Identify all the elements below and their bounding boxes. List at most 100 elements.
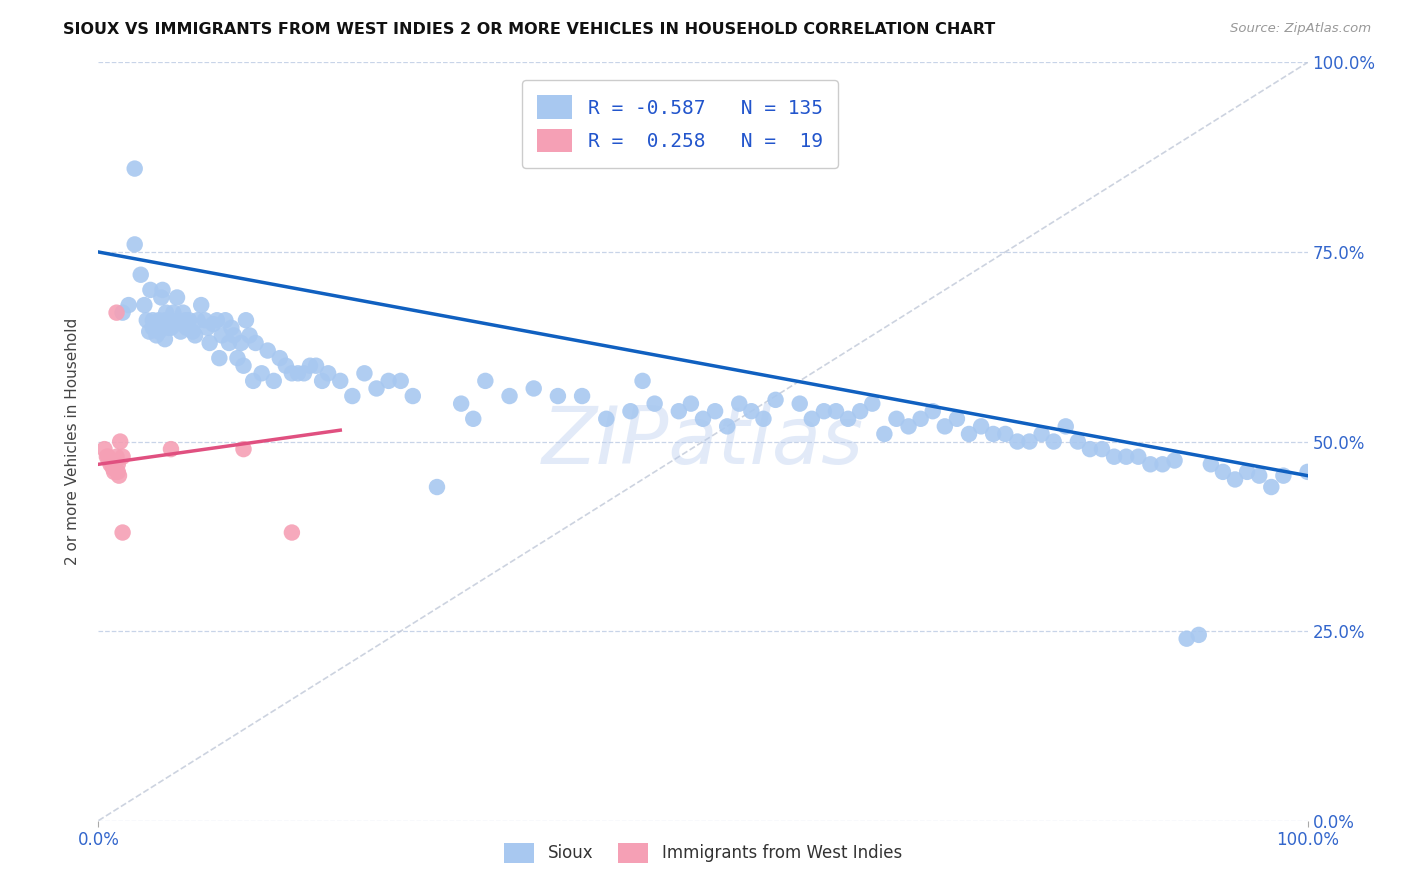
Point bbox=[232, 442, 254, 457]
Point bbox=[837, 412, 859, 426]
Point bbox=[118, 298, 141, 312]
Point bbox=[619, 404, 641, 418]
Point bbox=[800, 412, 823, 426]
Point bbox=[1249, 468, 1271, 483]
Point bbox=[269, 351, 291, 366]
Point bbox=[229, 335, 252, 350]
Point bbox=[1199, 458, 1222, 472]
Point bbox=[172, 317, 194, 331]
Point bbox=[181, 325, 204, 339]
Point bbox=[765, 392, 787, 407]
Point bbox=[1091, 442, 1114, 457]
Point bbox=[139, 283, 162, 297]
Point bbox=[222, 328, 245, 343]
Point bbox=[377, 374, 399, 388]
Point bbox=[910, 412, 932, 426]
Point bbox=[108, 434, 131, 449]
Point bbox=[316, 366, 339, 380]
Point bbox=[463, 412, 485, 426]
Point bbox=[166, 291, 188, 305]
Point bbox=[498, 389, 520, 403]
Point bbox=[1212, 465, 1234, 479]
Point bbox=[1175, 632, 1198, 646]
Point bbox=[194, 313, 217, 327]
Point bbox=[198, 335, 221, 350]
Point bbox=[176, 320, 198, 334]
Point bbox=[1042, 434, 1064, 449]
Point bbox=[970, 419, 993, 434]
Point bbox=[1054, 419, 1077, 434]
Point bbox=[160, 313, 183, 327]
Point bbox=[105, 305, 128, 319]
Point bbox=[103, 458, 125, 472]
Point bbox=[97, 450, 120, 464]
Point bbox=[1018, 434, 1040, 449]
Point bbox=[150, 291, 173, 305]
Point bbox=[342, 389, 364, 403]
Point bbox=[100, 458, 122, 472]
Point bbox=[1236, 465, 1258, 479]
Point bbox=[274, 359, 297, 373]
Point bbox=[124, 237, 146, 252]
Point bbox=[195, 320, 218, 334]
Point bbox=[214, 313, 236, 327]
Point bbox=[921, 404, 943, 418]
Point bbox=[981, 427, 1004, 442]
Point bbox=[157, 320, 180, 334]
Point bbox=[668, 404, 690, 418]
Point bbox=[994, 427, 1017, 442]
Point bbox=[235, 313, 257, 327]
Point bbox=[208, 351, 231, 366]
Point bbox=[129, 268, 152, 282]
Point bbox=[245, 335, 267, 350]
Point bbox=[134, 298, 156, 312]
Point bbox=[873, 427, 896, 442]
Point bbox=[135, 313, 157, 327]
Point bbox=[305, 359, 328, 373]
Point bbox=[226, 351, 249, 366]
Point bbox=[1128, 450, 1150, 464]
Point bbox=[190, 298, 212, 312]
Point bbox=[163, 317, 186, 331]
Point bbox=[100, 453, 122, 467]
Point bbox=[138, 325, 160, 339]
Point bbox=[281, 366, 304, 380]
Point bbox=[211, 328, 233, 343]
Point bbox=[103, 465, 125, 479]
Point bbox=[202, 317, 225, 331]
Point bbox=[886, 412, 908, 426]
Point bbox=[426, 480, 449, 494]
Point bbox=[287, 366, 309, 380]
Point bbox=[692, 412, 714, 426]
Point bbox=[155, 305, 177, 319]
Point bbox=[221, 320, 243, 334]
Point bbox=[1296, 465, 1319, 479]
Point bbox=[124, 161, 146, 176]
Point bbox=[1031, 427, 1053, 442]
Point bbox=[740, 404, 762, 418]
Point bbox=[239, 328, 262, 343]
Point bbox=[644, 396, 666, 410]
Point bbox=[292, 366, 315, 380]
Point bbox=[108, 468, 131, 483]
Point bbox=[111, 305, 134, 319]
Point bbox=[571, 389, 593, 403]
Point bbox=[205, 313, 228, 327]
Point bbox=[1067, 434, 1090, 449]
Point bbox=[329, 374, 352, 388]
Point bbox=[728, 396, 751, 410]
Point bbox=[172, 305, 194, 319]
Point bbox=[679, 396, 702, 410]
Point bbox=[242, 374, 264, 388]
Point bbox=[474, 374, 496, 388]
Point bbox=[160, 442, 183, 457]
Point bbox=[849, 404, 872, 418]
Point bbox=[160, 320, 183, 334]
Point bbox=[1260, 480, 1282, 494]
Text: Source: ZipAtlas.com: Source: ZipAtlas.com bbox=[1230, 22, 1371, 36]
Point bbox=[187, 313, 209, 327]
Point bbox=[1163, 453, 1185, 467]
Point bbox=[595, 412, 617, 426]
Point bbox=[1078, 442, 1101, 457]
Legend: Sioux, Immigrants from West Indies: Sioux, Immigrants from West Indies bbox=[498, 837, 908, 869]
